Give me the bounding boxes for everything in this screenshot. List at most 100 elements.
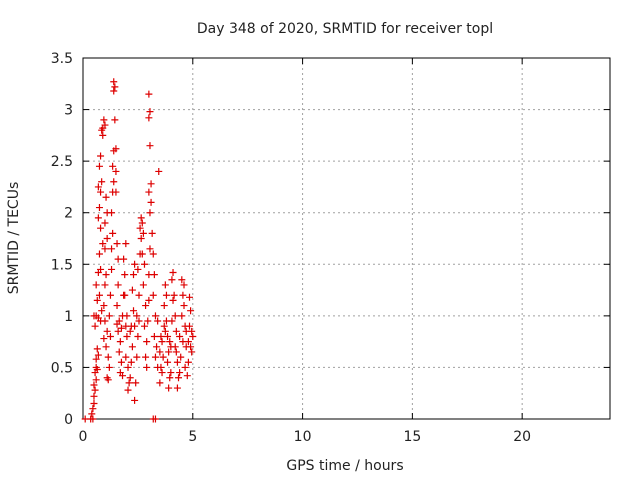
data-point xyxy=(187,343,195,351)
data-point xyxy=(94,214,102,222)
data-point xyxy=(90,400,98,408)
data-point xyxy=(102,193,110,201)
data-point xyxy=(145,296,153,304)
data-point xyxy=(102,271,110,279)
data-point xyxy=(132,379,140,387)
y-tick-label: 0 xyxy=(64,412,73,428)
data-point xyxy=(102,343,110,351)
data-point xyxy=(126,327,134,335)
data-point xyxy=(92,376,100,384)
data-point xyxy=(151,415,159,423)
axis-ticks xyxy=(82,57,610,420)
data-point xyxy=(100,116,108,124)
data-point xyxy=(142,353,150,361)
data-point xyxy=(123,332,131,340)
data-point xyxy=(108,209,116,217)
data-point xyxy=(187,307,195,315)
data-point xyxy=(138,219,146,227)
data-point xyxy=(110,78,118,86)
data-point xyxy=(123,312,131,320)
data-point xyxy=(157,332,165,340)
y-tick-label: 0.5 xyxy=(51,360,73,376)
data-point xyxy=(165,348,173,356)
data-point xyxy=(98,178,106,186)
x-tick-label: 5 xyxy=(188,429,197,445)
data-point xyxy=(93,365,101,373)
data-point xyxy=(164,358,172,366)
data-point xyxy=(126,374,134,382)
data-point xyxy=(125,379,133,387)
data-point xyxy=(115,348,123,356)
data-point xyxy=(88,410,96,418)
data-point xyxy=(176,332,184,340)
data-point xyxy=(173,358,181,366)
y-tick-labels: 0 0.5 1 1.5 2 2.5 3 3.5 xyxy=(51,51,73,428)
data-point xyxy=(100,302,108,310)
data-point xyxy=(105,312,113,320)
data-point xyxy=(134,265,142,273)
data-point xyxy=(113,302,121,310)
data-point xyxy=(177,353,185,361)
data-point xyxy=(173,384,181,392)
data-point xyxy=(151,353,159,361)
data-point xyxy=(121,291,129,299)
data-point xyxy=(139,229,147,237)
data-point xyxy=(104,353,112,361)
data-point xyxy=(168,276,176,284)
data-point xyxy=(172,348,180,356)
data-point xyxy=(92,355,100,363)
data-point xyxy=(103,327,111,335)
data-point xyxy=(188,348,196,356)
data-point xyxy=(113,320,121,328)
data-point xyxy=(158,369,166,377)
data-point xyxy=(97,224,105,232)
data-point xyxy=(100,335,108,343)
data-point xyxy=(145,90,153,98)
data-point xyxy=(139,281,147,289)
data-point xyxy=(185,293,193,301)
data-point xyxy=(183,372,191,380)
data-point xyxy=(171,312,179,320)
data-point xyxy=(99,240,107,248)
data-point xyxy=(131,396,139,404)
data-point xyxy=(165,384,173,392)
y-tick-label: 3 xyxy=(64,103,73,119)
data-point xyxy=(184,358,192,366)
data-point xyxy=(112,145,120,153)
data-point xyxy=(124,363,132,371)
data-point xyxy=(109,162,117,170)
data-point xyxy=(108,245,116,253)
y-tick-label: 1.5 xyxy=(51,257,73,273)
data-point xyxy=(104,376,112,384)
data-point xyxy=(110,87,118,95)
data-point xyxy=(103,235,111,242)
data-point xyxy=(146,245,154,253)
y-axis-label: SRMTID / TECUs xyxy=(6,182,22,295)
data-point xyxy=(94,183,102,191)
y-tick-label: 2 xyxy=(64,206,73,222)
data-point xyxy=(151,312,159,320)
data-point xyxy=(97,152,105,160)
y-tick-label: 2.5 xyxy=(51,154,73,170)
data-point xyxy=(109,229,117,237)
data-point xyxy=(166,338,174,346)
x-tick-label: 15 xyxy=(403,429,421,445)
data-point xyxy=(180,302,188,310)
data-point xyxy=(155,167,163,175)
data-point xyxy=(180,281,188,289)
data-point xyxy=(146,142,154,150)
data-point xyxy=(130,307,138,315)
data-point xyxy=(144,317,152,325)
data-point xyxy=(137,214,145,222)
data-point xyxy=(89,405,97,413)
data-point xyxy=(149,291,157,299)
data-point xyxy=(189,332,197,340)
plot-frame xyxy=(82,57,611,420)
x-tick-label: 10 xyxy=(294,429,312,445)
data-point xyxy=(138,250,146,258)
data-point xyxy=(148,229,156,237)
data-point xyxy=(140,260,148,268)
data-point xyxy=(137,235,145,242)
data-point xyxy=(89,415,97,423)
data-point xyxy=(120,255,128,263)
